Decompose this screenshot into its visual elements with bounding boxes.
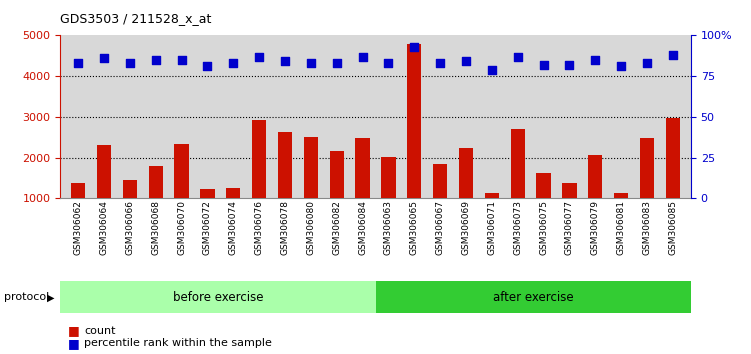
- Point: [511, 54, 523, 59]
- Point: [434, 60, 446, 66]
- Bar: [382, 157, 396, 239]
- Text: count: count: [84, 326, 116, 336]
- Point: [72, 60, 84, 66]
- Bar: [174, 144, 189, 239]
- Point: [201, 63, 213, 69]
- Text: ■: ■: [68, 337, 80, 350]
- Bar: [330, 151, 344, 239]
- Text: percentile rank within the sample: percentile rank within the sample: [84, 338, 272, 348]
- Point: [538, 62, 550, 68]
- Text: after exercise: after exercise: [493, 291, 574, 304]
- Bar: [407, 44, 421, 239]
- Bar: [511, 129, 525, 239]
- Bar: [226, 188, 240, 239]
- Bar: [640, 138, 654, 239]
- Bar: [97, 145, 111, 239]
- Bar: [149, 166, 163, 239]
- Bar: [278, 132, 292, 239]
- Bar: [122, 180, 137, 239]
- Point: [149, 57, 161, 63]
- Bar: [433, 164, 448, 239]
- Point: [228, 60, 240, 66]
- Point: [563, 62, 575, 68]
- Point: [124, 60, 136, 66]
- Bar: [614, 193, 629, 239]
- Bar: [201, 189, 215, 239]
- Bar: [588, 155, 602, 239]
- Point: [279, 59, 291, 64]
- Bar: [355, 138, 369, 239]
- Bar: [484, 193, 499, 239]
- Point: [615, 63, 627, 69]
- Text: ▶: ▶: [47, 292, 55, 302]
- Text: ■: ■: [68, 325, 80, 337]
- Bar: [252, 120, 267, 239]
- Bar: [303, 137, 318, 239]
- Point: [357, 54, 369, 59]
- Point: [667, 52, 679, 58]
- Text: before exercise: before exercise: [173, 291, 263, 304]
- Text: GDS3503 / 211528_x_at: GDS3503 / 211528_x_at: [60, 12, 212, 25]
- Bar: [536, 173, 550, 239]
- Point: [176, 57, 188, 63]
- Point: [382, 60, 394, 66]
- Point: [253, 54, 265, 59]
- Point: [305, 60, 317, 66]
- Bar: [562, 183, 577, 239]
- Point: [330, 60, 342, 66]
- Point: [460, 59, 472, 64]
- Bar: [459, 148, 473, 239]
- Point: [98, 55, 110, 61]
- Point: [409, 44, 421, 50]
- Point: [641, 60, 653, 66]
- Point: [486, 67, 498, 73]
- Text: protocol: protocol: [4, 292, 49, 302]
- Bar: [71, 183, 86, 239]
- Point: [590, 57, 602, 63]
- Bar: [665, 118, 680, 239]
